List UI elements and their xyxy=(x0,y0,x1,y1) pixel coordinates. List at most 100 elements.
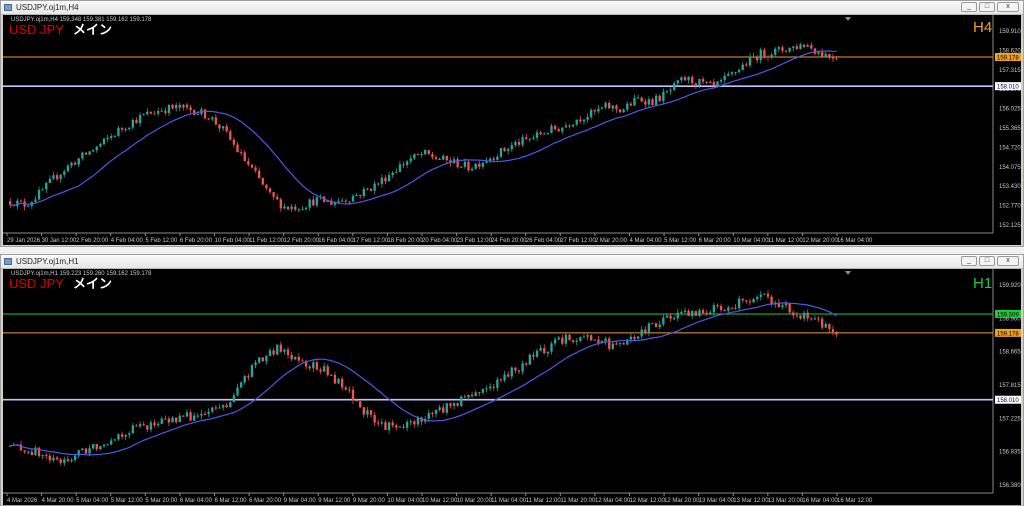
time-axis-label: 27 Feb 12:00 xyxy=(560,238,596,244)
candle xyxy=(265,184,268,191)
candle xyxy=(384,420,387,431)
candle xyxy=(709,80,712,83)
time-axis-label: 18 Feb 20:00 xyxy=(387,238,423,244)
candle xyxy=(503,370,506,383)
candle xyxy=(799,315,802,320)
candle xyxy=(831,325,835,336)
candle xyxy=(261,357,264,362)
maximize-button[interactable]: □ xyxy=(979,256,995,266)
candle xyxy=(88,151,91,156)
candle xyxy=(153,110,156,115)
price-scale-label: 153.430 xyxy=(999,184,1021,190)
time-axis-label: 30 Jan 12:00 xyxy=(42,238,77,244)
candle xyxy=(434,155,438,161)
price-scale-label: 157.315 xyxy=(999,68,1021,74)
time-axis-label: 9 Mar 04:00 xyxy=(284,498,317,504)
h4-chart-window[interactable]: USDJPY.oj1m,H4 _ □ x 159.910 158.620 157.3… xyxy=(0,0,1024,247)
candle xyxy=(243,374,246,385)
candle xyxy=(820,48,824,58)
candle xyxy=(171,103,174,110)
time-axis-label: 11 Mar 20:00 xyxy=(560,498,596,504)
h1-titlebar[interactable]: USDJPY.oj1m,H1 _ □ x xyxy=(1,255,1023,269)
candle xyxy=(658,93,661,103)
candle xyxy=(322,362,326,373)
candle xyxy=(63,456,66,467)
price-tag xyxy=(995,328,1021,337)
candle xyxy=(618,108,622,114)
candle xyxy=(820,316,824,330)
candle xyxy=(52,454,55,463)
candle xyxy=(756,55,759,63)
candle xyxy=(737,295,741,312)
candle xyxy=(604,101,607,110)
candle xyxy=(799,42,802,50)
time-axis-label: 4 Feb 04:00 xyxy=(111,238,144,244)
candle xyxy=(802,44,806,49)
time-axis-label: 9 Mar 20:00 xyxy=(353,498,386,504)
candle xyxy=(553,337,557,347)
price-tag xyxy=(995,82,1021,91)
candle xyxy=(615,104,618,113)
candle xyxy=(831,53,835,63)
candle xyxy=(532,351,535,361)
candle xyxy=(734,304,737,311)
candle xyxy=(745,299,748,304)
chart-shift-marker[interactable] xyxy=(845,271,851,275)
h4-titlebar[interactable]: USDJPY.oj1m,H4 _ □ x xyxy=(1,1,1023,15)
time-axis-label: 24 Feb 20:00 xyxy=(491,238,527,244)
candle xyxy=(438,157,441,161)
candle xyxy=(236,141,239,153)
maximize-button[interactable]: □ xyxy=(979,2,995,12)
candle xyxy=(456,402,459,407)
time-axis-label: 13 Mar 20:00 xyxy=(768,498,804,504)
h1-chart-window[interactable]: USDJPY.oj1m,H1 _ □ x 159.920 158.960 158.6… xyxy=(0,254,1024,506)
moving-average-line xyxy=(10,302,837,456)
time-axis-label: 13 Mar 04:00 xyxy=(699,498,735,504)
candle xyxy=(160,108,163,112)
candle xyxy=(449,402,452,409)
candle xyxy=(763,293,766,296)
candle xyxy=(171,416,174,423)
candle xyxy=(59,174,62,183)
h1-chart-area[interactable]: 159.920 158.960 158.665 157.815 157.225 156.8… xyxy=(3,269,1021,505)
candle xyxy=(460,395,463,408)
time-axis-label: 10 Mar 04:00 xyxy=(733,238,769,244)
h1-main-label: メイン xyxy=(73,276,113,291)
minimize-button[interactable]: _ xyxy=(961,2,977,12)
candle xyxy=(795,311,799,318)
candle xyxy=(124,127,127,133)
candle xyxy=(175,102,178,112)
candle xyxy=(81,448,84,451)
candle xyxy=(564,122,568,128)
price-scale-label: 156.025 xyxy=(999,107,1021,113)
candle xyxy=(442,153,445,161)
candle xyxy=(741,62,744,71)
candle xyxy=(521,134,524,148)
minimize-button[interactable]: _ xyxy=(961,256,977,266)
candle xyxy=(73,454,77,463)
candle xyxy=(691,310,694,319)
candle xyxy=(268,347,272,357)
close-button[interactable]: x xyxy=(997,256,1019,266)
candle xyxy=(185,409,189,418)
candle xyxy=(694,310,697,317)
close-button[interactable]: x xyxy=(997,2,1019,12)
candle xyxy=(211,406,214,414)
candle xyxy=(55,172,59,182)
candle xyxy=(507,371,510,378)
candle xyxy=(247,373,250,381)
candle xyxy=(543,344,546,354)
candle xyxy=(420,416,423,426)
candle xyxy=(629,333,633,344)
candle xyxy=(113,134,116,138)
candle xyxy=(590,334,593,341)
candle xyxy=(254,165,257,173)
candle xyxy=(568,333,571,341)
candle xyxy=(691,74,694,86)
candle xyxy=(27,450,30,455)
candle xyxy=(543,132,546,135)
chart-shift-marker[interactable] xyxy=(845,17,851,21)
h4-chart-area[interactable]: 159.910 158.620 157.315 156.670 156.025 155.3… xyxy=(3,15,1021,245)
time-axis-label: 12 Mar 04:00 xyxy=(595,498,631,504)
candle xyxy=(341,376,344,391)
